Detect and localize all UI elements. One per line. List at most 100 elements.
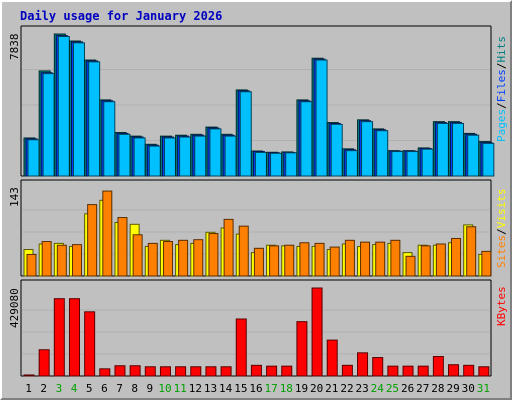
x-tick-label-day-25: 25 — [386, 382, 399, 395]
bar-sites-day-1 — [26, 253, 37, 277]
bar-pages-day-25 — [391, 151, 404, 177]
bar-kbytes-day-7 — [114, 365, 126, 377]
bar-kbytes-day-13 — [205, 366, 217, 377]
bar-kbytes-day-15 — [235, 318, 247, 377]
bar-kbytes-day-29 — [448, 364, 460, 377]
bar-sites-day-30 — [466, 226, 477, 277]
y-max-label-kbytes: 429080 — [8, 288, 21, 328]
x-tick-label-day-18: 18 — [280, 382, 293, 395]
bar-sites-day-11 — [178, 239, 189, 277]
bar-pages-day-18 — [285, 152, 298, 177]
bar-pages-day-24 — [376, 130, 389, 177]
bar-sites-day-4 — [71, 244, 82, 277]
bar-kbytes-day-4 — [68, 298, 80, 377]
series-label-part: KBytes — [495, 286, 508, 326]
bar-sites-day-26 — [405, 255, 416, 277]
bar-sites-day-20 — [314, 242, 325, 277]
bar-kbytes-day-26 — [402, 365, 414, 377]
bar-pages-day-11 — [179, 136, 192, 177]
y-max-label-visits-sites: 143 — [8, 187, 21, 207]
bar-pages-day-21 — [330, 123, 343, 177]
bar-sites-day-14 — [223, 218, 234, 277]
bar-kbytes-day-31 — [478, 366, 490, 377]
bar-pages-day-17 — [270, 152, 283, 177]
bar-sites-day-31 — [481, 250, 492, 277]
series-label-visits-sites: Sites/Visits — [495, 189, 508, 269]
bar-kbytes-day-10 — [159, 366, 171, 377]
bar-kbytes-day-9 — [144, 366, 156, 377]
x-tick-label-day-6: 6 — [101, 382, 108, 395]
bar-pages-day-13 — [209, 128, 222, 177]
x-tick-label-day-27: 27 — [416, 382, 429, 395]
bar-pages-day-20 — [315, 59, 328, 177]
bar-sites-day-3 — [56, 244, 67, 277]
x-tick-label-day-29: 29 — [446, 382, 459, 395]
x-tick-label-day-13: 13 — [204, 382, 217, 395]
x-tick-label-day-1: 1 — [25, 382, 32, 395]
x-tick-label-day-7: 7 — [116, 382, 123, 395]
bar-kbytes-day-14 — [220, 366, 232, 377]
series-label-part: / — [495, 228, 508, 235]
bar-kbytes-day-28 — [432, 356, 444, 377]
bar-sites-day-13 — [208, 233, 219, 277]
bar-pages-day-14 — [224, 135, 237, 177]
bar-sites-day-19 — [299, 242, 310, 277]
x-tick-label-day-14: 14 — [219, 382, 233, 395]
bar-pages-day-12 — [194, 135, 207, 177]
x-tick-label-day-31: 31 — [477, 382, 490, 395]
x-tick-label-day-20: 20 — [310, 382, 323, 395]
panel-visits-sites: 143 Sites/Visits — [8, 179, 508, 277]
x-tick-label-day-16: 16 — [249, 382, 262, 395]
x-tick-label-day-4: 4 — [71, 382, 78, 395]
chart-title: Daily usage for January 2026 — [20, 9, 222, 23]
series-label-kbytes: KBytes — [495, 286, 508, 326]
bar-pages-day-3 — [57, 36, 70, 177]
x-tick-label-day-26: 26 — [401, 382, 414, 395]
bar-kbytes-day-18 — [281, 365, 293, 377]
bar-sites-day-29 — [451, 237, 462, 277]
x-tick-label-day-5: 5 — [86, 382, 93, 395]
series-label-part: Visits — [495, 189, 508, 229]
x-tick-label-day-9: 9 — [147, 382, 154, 395]
bar-sites-day-9 — [147, 242, 158, 277]
bar-kbytes-day-22 — [341, 364, 353, 377]
x-tick-label-day-28: 28 — [431, 382, 444, 395]
bar-pages-day-2 — [42, 73, 55, 177]
x-tick-label-day-30: 30 — [462, 382, 475, 395]
bar-sites-day-27 — [420, 245, 431, 277]
bar-kbytes-day-25 — [387, 365, 399, 377]
bar-pages-day-10 — [163, 137, 176, 177]
bar-kbytes-day-1 — [23, 374, 35, 377]
bar-sites-day-6 — [102, 190, 113, 277]
x-tick-label-day-3: 3 — [56, 382, 63, 395]
series-label-part: Pages — [495, 109, 508, 142]
bar-pages-day-27 — [421, 148, 434, 177]
bar-sites-day-24 — [375, 241, 386, 277]
bar-kbytes-day-20 — [311, 287, 323, 377]
bar-kbytes-day-11 — [175, 366, 187, 377]
bar-pages-day-1 — [27, 139, 40, 177]
bar-pages-day-5 — [88, 61, 101, 177]
series-label-part: Hits — [495, 36, 508, 63]
bar-kbytes-day-30 — [463, 364, 475, 377]
x-tick-label-day-17: 17 — [265, 382, 278, 395]
bar-sites-day-16 — [253, 247, 264, 277]
bar-kbytes-day-8 — [129, 365, 141, 377]
bar-pages-day-9 — [148, 145, 161, 177]
bar-pages-day-6 — [103, 101, 116, 177]
bar-pages-day-16 — [254, 151, 267, 177]
bar-pages-day-8 — [133, 137, 146, 177]
bar-sites-day-12 — [193, 239, 204, 277]
x-tick-label-day-21: 21 — [325, 382, 338, 395]
bar-kbytes-day-27 — [417, 365, 429, 377]
bar-sites-day-2 — [41, 241, 52, 277]
series-label-part: / — [495, 102, 508, 109]
bar-sites-day-25 — [390, 239, 401, 277]
series-label-part: / — [495, 63, 508, 70]
x-tick-label-day-22: 22 — [340, 382, 353, 395]
panel-background — [21, 280, 491, 376]
bar-sites-day-5 — [87, 204, 98, 277]
bar-pages-day-22 — [345, 150, 358, 177]
